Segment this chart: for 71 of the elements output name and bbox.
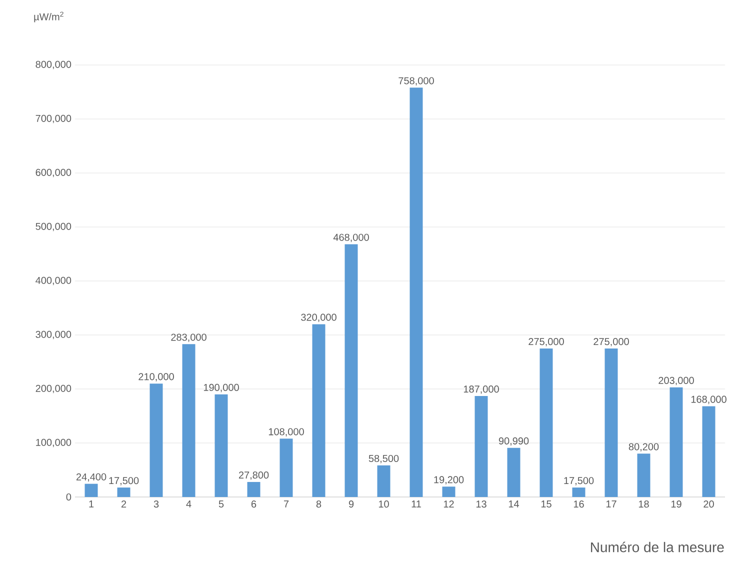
bar (604, 348, 618, 497)
bar (702, 406, 716, 497)
bar (150, 384, 163, 497)
bar (280, 438, 293, 497)
bar (474, 396, 488, 497)
x-tick-label: 13 (476, 500, 486, 508)
bar (637, 454, 650, 497)
data-label: 210,000 (138, 373, 174, 382)
bar (572, 488, 586, 497)
x-tick-label: 10 (378, 500, 389, 508)
bar (344, 244, 358, 497)
x-tick-label: 17 (606, 500, 616, 508)
data-label: 468,000 (333, 234, 369, 242)
bar (182, 344, 196, 497)
y-tick-label: 400,000 (36, 276, 72, 286)
x-tick-label: 16 (574, 500, 584, 508)
data-label: 187,000 (464, 386, 499, 394)
y-tick-label: 0 (66, 493, 72, 501)
x-tick-label: 9 (348, 500, 354, 508)
x-tick-label: 11 (412, 500, 421, 508)
y-tick-label: 300,000 (36, 330, 72, 340)
x-tick-label: 15 (541, 500, 552, 508)
data-label: 27,800 (238, 472, 269, 480)
data-label: 90,990 (498, 437, 529, 446)
bar (670, 387, 683, 497)
data-label: 58,500 (368, 454, 399, 464)
data-label: 108,000 (268, 428, 304, 436)
y-tick-label: 200,000 (36, 384, 72, 394)
data-label: 80,200 (628, 443, 659, 452)
data-label: 283,000 (171, 334, 206, 342)
x-tick-label: 6 (251, 500, 256, 508)
bar (507, 448, 520, 497)
bar (312, 324, 326, 497)
x-tick-label: 12 (444, 500, 454, 508)
y-tick-label: 600,000 (36, 168, 72, 178)
data-label: 190,000 (204, 384, 239, 392)
data-label: 275,000 (594, 338, 629, 346)
y-tick-label: 100,000 (36, 438, 72, 448)
y-tick-label: 800,000 (36, 60, 72, 70)
bar (442, 486, 456, 497)
bar (214, 394, 228, 497)
y-tick-label: 700,000 (36, 114, 72, 124)
data-label: 19,200 (434, 476, 464, 484)
bar (377, 465, 390, 497)
y-axis-title: µW/m$^{2}$ (34, 12, 64, 22)
x-tick-label: 20 (704, 500, 714, 508)
bar (247, 482, 260, 497)
x-tick-label: 2 (121, 500, 126, 508)
data-label: 275,000 (528, 338, 564, 346)
x-tick-label: 4 (186, 500, 192, 508)
x-tick-label: 7 (284, 500, 289, 508)
data-label: 17,500 (564, 477, 594, 486)
bar (410, 88, 423, 497)
bar (117, 488, 130, 497)
x-tick-label: 3 (154, 500, 159, 508)
bar (84, 484, 98, 497)
x-tick-label: 8 (316, 500, 322, 508)
data-label: 24,400 (76, 473, 106, 482)
x-tick-label: 1 (89, 500, 94, 508)
x-tick-label: 14 (508, 500, 520, 508)
x-axis-title: Numéro de la mesure (591, 542, 724, 552)
data-label: 320,000 (301, 314, 336, 322)
data-label: 17,500 (109, 477, 139, 486)
bar (540, 348, 553, 497)
data-label: 758,000 (398, 77, 434, 86)
data-label: 168,000 (691, 396, 726, 404)
x-tick-label: 5 (218, 500, 224, 508)
x-tick-label: 18 (638, 500, 649, 508)
y-tick-label: 500,000 (36, 222, 72, 232)
data-label: 203,000 (658, 376, 694, 386)
x-tick-label: 19 (671, 500, 682, 508)
